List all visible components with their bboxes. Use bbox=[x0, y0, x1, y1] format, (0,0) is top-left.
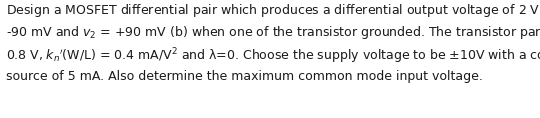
Text: Design a MOSFET differential pair which produces a differential output voltage o: Design a MOSFET differential pair which … bbox=[6, 2, 540, 83]
